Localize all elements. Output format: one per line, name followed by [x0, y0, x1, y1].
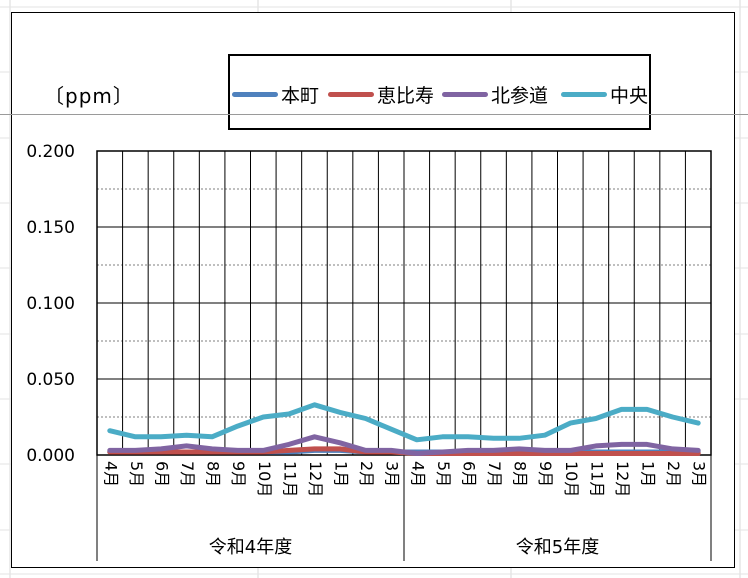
x-tick-label: 5月: [127, 461, 146, 487]
x-tick-label: 10月: [562, 461, 581, 497]
x-tick-label: 12月: [613, 461, 632, 497]
x-tick-label: 9月: [536, 461, 555, 487]
x-tick-label: 11月: [280, 461, 299, 497]
x-tick-label: 7月: [485, 461, 504, 487]
legend-label: 中央: [610, 84, 649, 107]
legend-item-0[interactable]: 本町: [232, 82, 320, 107]
selection-guide-line: [0, 114, 748, 115]
x-tick-label: 7月: [178, 461, 197, 487]
legend-swatch: [328, 91, 374, 97]
x-tick-label: 8月: [204, 461, 223, 487]
legend-label: 恵比寿: [377, 84, 435, 107]
y-tick-label: 0.100: [26, 294, 75, 314]
x-tick-label: 5月: [434, 461, 453, 487]
y-tick-label: 0.200: [26, 142, 75, 162]
legend-swatch: [561, 91, 607, 97]
group-label-1: 令和5年度: [516, 537, 599, 558]
x-tick-label: 2月: [357, 461, 376, 487]
legend-label: 北参道: [491, 84, 549, 107]
legend-swatch: [232, 91, 278, 97]
y-tick-label: 0.050: [26, 370, 75, 390]
legend-label: 本町: [281, 84, 320, 107]
series-line-2: [107, 434, 701, 456]
legend-item-3[interactable]: 中央: [561, 82, 649, 107]
series-line-3: [107, 402, 701, 443]
y-tick-label: 0.000: [26, 446, 75, 466]
legend[interactable]: 本町 恵比寿 北参道 中央: [228, 54, 651, 130]
unit-label: 〔ppm〕: [44, 84, 134, 108]
x-tick-label: 6月: [152, 461, 171, 487]
x-tick-label: 2月: [664, 461, 683, 487]
legend-item-2[interactable]: 北参道: [442, 82, 549, 107]
x-tick-label: 1月: [332, 461, 351, 487]
x-tick-label: 1月: [639, 461, 658, 487]
y-tick-label: 0.150: [26, 218, 75, 238]
x-tick-label: 8月: [511, 461, 530, 487]
x-tick-label: 9月: [229, 461, 248, 487]
x-tick-label: 11月: [587, 461, 606, 497]
x-tick-label: 12月: [306, 461, 325, 497]
legend-swatch: [442, 91, 488, 97]
x-tick-label: 10月: [255, 461, 274, 497]
group-label-0: 令和4年度: [209, 537, 292, 558]
x-tick-label: 6月: [459, 461, 478, 487]
x-tick-label: 4月: [101, 461, 120, 487]
x-tick-label: 3月: [383, 461, 402, 487]
x-tick-label: 3月: [690, 461, 709, 487]
legend-item-1[interactable]: 恵比寿: [328, 82, 435, 107]
x-tick-label: 4月: [408, 461, 427, 487]
